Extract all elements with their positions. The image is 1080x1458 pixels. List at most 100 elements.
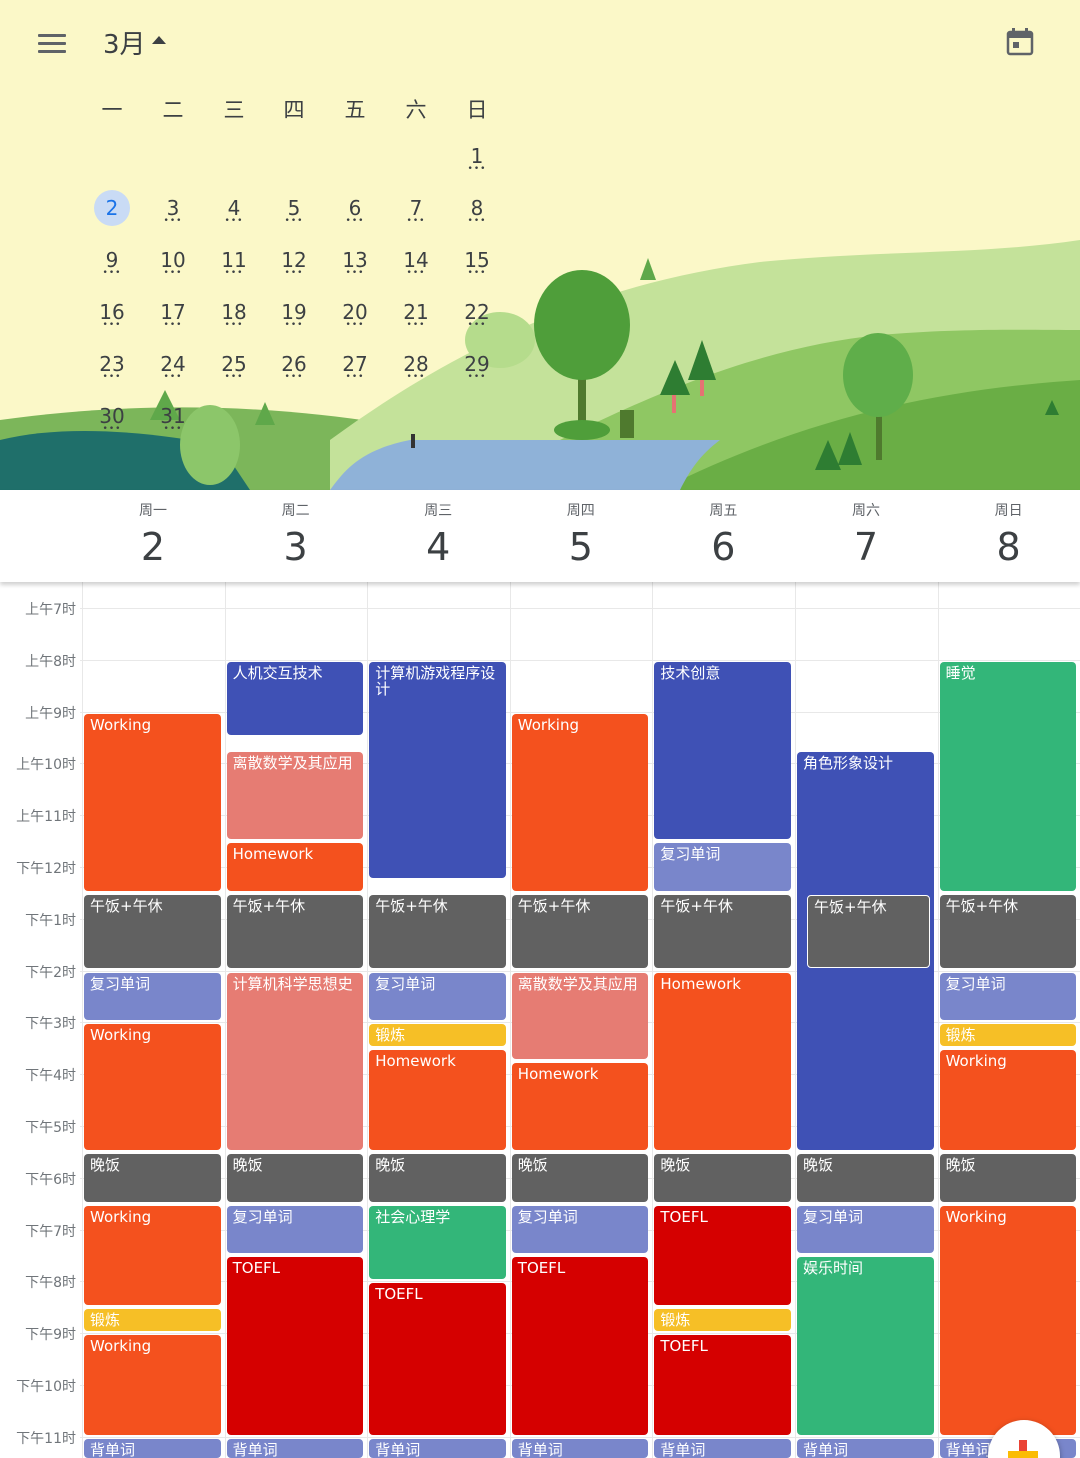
month-day-cell[interactable]: 13 ••• [330, 242, 380, 290]
event-block[interactable]: 午饭+午休 [226, 894, 364, 969]
event-block[interactable]: 背单词 [511, 1438, 649, 1458]
event-block[interactable]: 锻炼 [939, 1024, 1077, 1047]
event-block[interactable]: 人机交互技术 [226, 661, 364, 736]
week-day-header[interactable]: 周一 2 [82, 490, 224, 582]
event-block[interactable]: 午饭+午休 [654, 894, 791, 969]
event-block[interactable]: 离散数学及其应用 [226, 752, 364, 839]
event-block[interactable]: Working [511, 713, 649, 891]
month-day-cell[interactable]: 29 ••• [452, 346, 502, 394]
event-block[interactable]: 背单词 [84, 1438, 221, 1458]
event-block[interactable]: 背单词 [654, 1438, 791, 1458]
month-title[interactable]: 3月 [103, 30, 146, 60]
menu-button[interactable] [34, 26, 70, 58]
month-day-cell[interactable]: 6 ••• [330, 190, 380, 238]
event-block[interactable]: 复习单词 [797, 1205, 934, 1254]
event-block[interactable]: Homework [369, 1050, 506, 1150]
event-block[interactable]: 复习单词 [511, 1205, 649, 1254]
event-block[interactable]: Working [84, 1024, 221, 1150]
event-block[interactable]: 复习单词 [939, 972, 1077, 1021]
event-block[interactable]: TOEFL [654, 1205, 791, 1306]
event-block[interactable]: TOEFL [511, 1257, 649, 1435]
event-block[interactable]: 晚饭 [369, 1153, 506, 1202]
week-day-header[interactable]: 周四 5 [510, 490, 652, 582]
month-day-cell[interactable]: 16 ••• [87, 294, 137, 342]
event-block[interactable]: 晚饭 [511, 1153, 649, 1202]
event-block[interactable]: Homework [226, 843, 364, 891]
month-day-cell[interactable]: 19 ••• [269, 294, 319, 342]
month-day-cell[interactable]: 7 ••• [391, 190, 441, 238]
event-block[interactable]: 复习单词 [654, 843, 791, 891]
event-block[interactable]: 午饭+午休 [511, 894, 649, 969]
selected-day-cell[interactable]: 2 [87, 190, 137, 238]
event-block[interactable]: Homework [654, 972, 791, 1150]
month-day-cell[interactable]: 18 ••• [209, 294, 259, 342]
event-block[interactable]: Working [84, 1205, 221, 1306]
month-day-cell[interactable]: 28 ••• [391, 346, 441, 394]
event-block[interactable]: 晚饭 [84, 1153, 221, 1202]
month-day-cell[interactable]: 4 ••• [209, 190, 259, 238]
time-label: 下午6时 [25, 1171, 76, 1188]
month-day-cell[interactable]: 5 ••• [269, 190, 319, 238]
event-block[interactable]: Homework [511, 1063, 649, 1150]
event-block[interactable]: 锻炼 [84, 1309, 221, 1332]
event-block[interactable]: 晚饭 [654, 1153, 791, 1202]
month-day-cell[interactable]: 9 ••• [87, 242, 137, 290]
event-block[interactable]: 离散数学及其应用 [511, 972, 649, 1060]
event-block[interactable]: 晚饭 [939, 1153, 1077, 1202]
event-block[interactable]: TOEFL [654, 1335, 791, 1435]
event-block[interactable]: Working [84, 713, 221, 891]
week-day-header[interactable]: 周五 6 [652, 490, 794, 582]
event-block[interactable]: 娱乐时间 [797, 1257, 934, 1435]
event-block[interactable]: 午饭+午休 [939, 894, 1077, 969]
event-block[interactable]: 计算机科学思想史 [226, 972, 364, 1150]
month-day-cell[interactable]: 24 ••• [148, 346, 198, 394]
month-day-cell[interactable]: 20 ••• [330, 294, 380, 342]
month-day-cell[interactable]: 3 ••• [148, 190, 198, 238]
event-block[interactable]: 午饭+午休 [807, 894, 930, 969]
month-day-cell[interactable]: 21 ••• [391, 294, 441, 342]
event-block[interactable]: 复习单词 [369, 972, 506, 1021]
event-block[interactable]: 锻炼 [369, 1024, 506, 1047]
month-day-cell[interactable]: 31 ••• [148, 398, 198, 446]
month-day-cell[interactable]: 12 ••• [269, 242, 319, 290]
event-block[interactable]: 社会心理学 [369, 1205, 506, 1280]
month-day-cell[interactable]: 11 ••• [209, 242, 259, 290]
event-block[interactable]: 锻炼 [654, 1309, 791, 1332]
month-day-cell[interactable]: 17 ••• [148, 294, 198, 342]
event-block[interactable]: 午饭+午休 [369, 894, 506, 969]
event-block[interactable]: 技术创意 [654, 661, 791, 839]
event-block[interactable]: TOEFL [369, 1283, 506, 1435]
event-block[interactable]: 复习单词 [226, 1205, 364, 1254]
month-day-cell[interactable]: 15 ••• [452, 242, 502, 290]
event-block[interactable]: 睡觉 [939, 661, 1077, 891]
event-block[interactable]: 复习单词 [84, 972, 221, 1021]
month-day-cell[interactable]: 27 ••• [330, 346, 380, 394]
week-day-header[interactable]: 周日 8 [938, 490, 1080, 582]
event-block[interactable]: TOEFL [226, 1257, 364, 1435]
week-day-header[interactable]: 周六 7 [795, 490, 937, 582]
month-day-cell[interactable]: 25 ••• [209, 346, 259, 394]
event-block[interactable]: 背单词 [369, 1438, 506, 1458]
event-block[interactable]: Working [939, 1050, 1077, 1150]
event-block[interactable]: 背单词 [226, 1438, 364, 1458]
month-day-cell[interactable]: 8 ••• [452, 190, 502, 238]
month-day-cell[interactable]: 26 ••• [269, 346, 319, 394]
event-block[interactable]: Working [939, 1205, 1077, 1435]
month-day-cell[interactable]: 1 ••• [452, 138, 502, 186]
week-time-grid[interactable]: 上午7时 上午8时 上午9时 上午10时 上午11时 下午12时 下午1时 下午2时 下午3时下… [0, 582, 1080, 1458]
month-day-cell[interactable]: 30 ••• [87, 398, 137, 446]
calendar-today-icon[interactable] [1003, 26, 1037, 58]
caret-up-icon[interactable] [152, 36, 166, 44]
month-day-cell[interactable]: 22 ••• [452, 294, 502, 342]
week-day-header[interactable]: 周三 4 [367, 490, 509, 582]
event-block[interactable]: 背单词 [797, 1438, 934, 1458]
event-block[interactable]: 晚饭 [797, 1153, 934, 1202]
month-day-cell[interactable]: 14 ••• [391, 242, 441, 290]
event-block[interactable]: 晚饭 [226, 1153, 364, 1202]
month-day-cell[interactable]: 23 ••• [87, 346, 137, 394]
month-day-cell[interactable]: 10 ••• [148, 242, 198, 290]
event-block[interactable]: 午饭+午休 [84, 894, 221, 969]
week-day-header[interactable]: 周二 3 [225, 490, 367, 582]
event-block[interactable]: 计算机游戏程序设计 [369, 661, 506, 878]
event-block[interactable]: Working [84, 1335, 221, 1435]
